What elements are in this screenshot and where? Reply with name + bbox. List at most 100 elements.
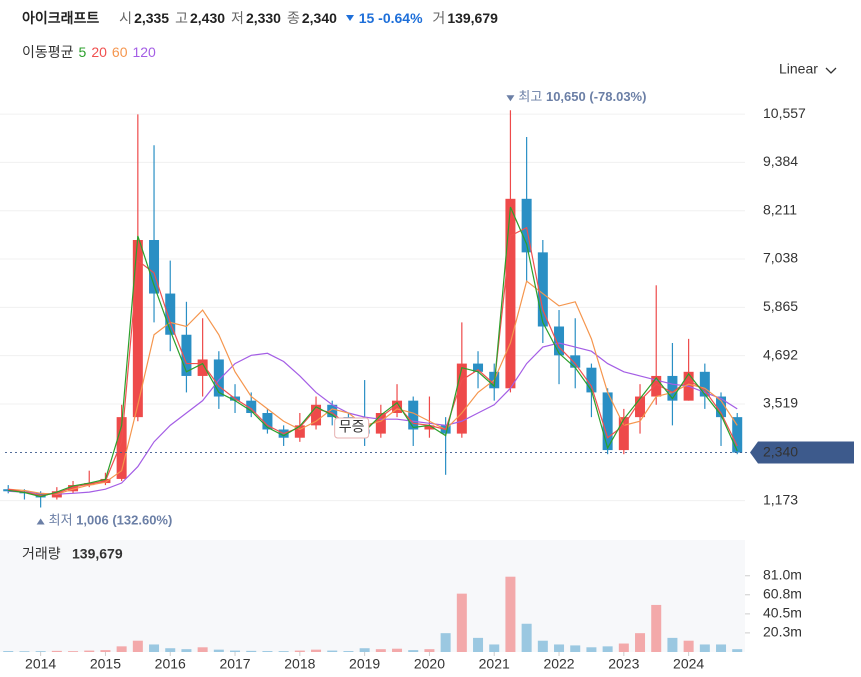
change-pct: -0.64% <box>378 10 423 26</box>
header: 아이크래프트 시 2,335 고 2,430 저 2,330 종 2,340 15 -0.64… <box>22 8 498 28</box>
x-tick-label: 2024 <box>673 656 704 672</box>
x-tick-label: 2022 <box>543 656 574 672</box>
marker-arrow <box>36 518 45 525</box>
marker-part: 최고 <box>518 90 542 105</box>
y-tick-label: 3,519 <box>763 395 798 411</box>
volume-bar <box>213 649 224 652</box>
last-price-tag <box>750 441 854 464</box>
volume-bar <box>683 640 694 652</box>
ma-line <box>8 280 738 495</box>
candle-body <box>19 491 30 494</box>
marker-part: 최저 <box>49 513 73 528</box>
candle-body <box>651 375 662 397</box>
marker-text: 최저 1,006 (132.60%) <box>49 513 173 528</box>
event-label: 무증 <box>339 419 365 435</box>
candle-body <box>392 400 403 414</box>
candle-body <box>213 359 224 397</box>
volume-bar <box>732 649 743 652</box>
x-tick-label: 2019 <box>349 656 380 672</box>
volume-bar <box>537 640 548 652</box>
candle-body <box>132 240 143 418</box>
candle-body <box>408 400 419 430</box>
volume-bar <box>489 644 500 652</box>
volume-bar <box>424 649 435 652</box>
quote-value: 2,335 <box>134 10 170 26</box>
marker-part: (-78.03%) <box>589 90 646 105</box>
volume-bar <box>651 604 662 652</box>
candle-body <box>116 417 127 479</box>
candle-body <box>521 198 532 253</box>
volume-bar <box>359 648 370 652</box>
marker-text: 최고 10,650 (-78.03%) <box>518 90 646 105</box>
marker-arrow <box>506 95 515 102</box>
volume-bar <box>456 593 467 652</box>
candle-body <box>618 417 629 451</box>
volume-bar <box>311 649 322 652</box>
candle-body <box>343 417 354 430</box>
volume-tick-label: 60.8m <box>763 585 802 601</box>
candle-body <box>716 396 727 418</box>
candle-body <box>440 425 451 434</box>
volume-value: 139,679 <box>447 10 498 26</box>
candle-body <box>667 375 678 401</box>
volume-bar <box>51 650 62 652</box>
candle-body <box>165 293 176 335</box>
volume-bar <box>262 651 273 652</box>
volume-tick-label: 20.3m <box>763 624 802 640</box>
candle-body <box>683 371 694 401</box>
x-tick-label: 2017 <box>219 656 250 672</box>
volume-bar <box>505 576 516 652</box>
change: 15 <box>358 10 375 26</box>
x-tick-label: 2020 <box>414 656 445 672</box>
volume-label: 거 <box>432 10 446 26</box>
candle-body <box>554 326 565 356</box>
marker-part: 10,650 <box>546 90 586 105</box>
quote-label: 시 <box>119 10 133 26</box>
y-tick-label: 8,211 <box>763 201 797 217</box>
volume-bar <box>667 637 678 652</box>
volume-bar <box>149 644 160 652</box>
legend-entry: 60 <box>111 44 128 60</box>
quote-value: 2,340 <box>301 10 337 26</box>
volume-bar <box>84 650 95 652</box>
volume-bar <box>116 646 127 652</box>
volume-bar <box>716 644 727 652</box>
y-tick-label: 1,173 <box>763 491 798 507</box>
chevron[interactable] <box>825 67 837 74</box>
candle-body <box>262 413 273 430</box>
event-tag <box>334 417 370 439</box>
ma-line <box>8 226 738 497</box>
candle-body <box>586 367 597 393</box>
volume-title: 거래량 <box>22 546 61 562</box>
volume-bar <box>392 648 403 652</box>
y-tick-label: 10,557 <box>763 105 806 121</box>
candle-body <box>181 334 192 376</box>
x-tick-label: 2021 <box>479 656 510 672</box>
scale-mode[interactable]: Linear <box>779 61 818 77</box>
volume-bar <box>278 651 289 652</box>
volume-bar <box>408 650 419 652</box>
volume-bar <box>327 650 338 652</box>
volume-bar <box>294 650 305 652</box>
volume-bar <box>132 640 143 652</box>
ma-legend: 이동평균 5 20 60 120 <box>22 42 156 62</box>
candle-body <box>699 371 710 397</box>
candle-body <box>246 400 257 414</box>
ma-label: 이동평균 <box>22 44 74 60</box>
candle-body <box>100 478 111 484</box>
volume-bar <box>440 633 451 652</box>
volume-bar <box>343 651 354 652</box>
candle-body <box>424 425 435 430</box>
y-tick-label: 9,384 <box>763 153 798 169</box>
candle-body <box>732 417 743 453</box>
candle-body <box>230 396 241 401</box>
candle-body <box>84 483 95 486</box>
legend-entry: 120 <box>132 44 156 60</box>
candle-body <box>375 413 386 434</box>
candle-body <box>327 404 338 418</box>
x-tick-label: 2015 <box>90 656 121 672</box>
marker-part: 1,006 <box>76 513 109 528</box>
quote-label: 고 <box>175 10 188 26</box>
